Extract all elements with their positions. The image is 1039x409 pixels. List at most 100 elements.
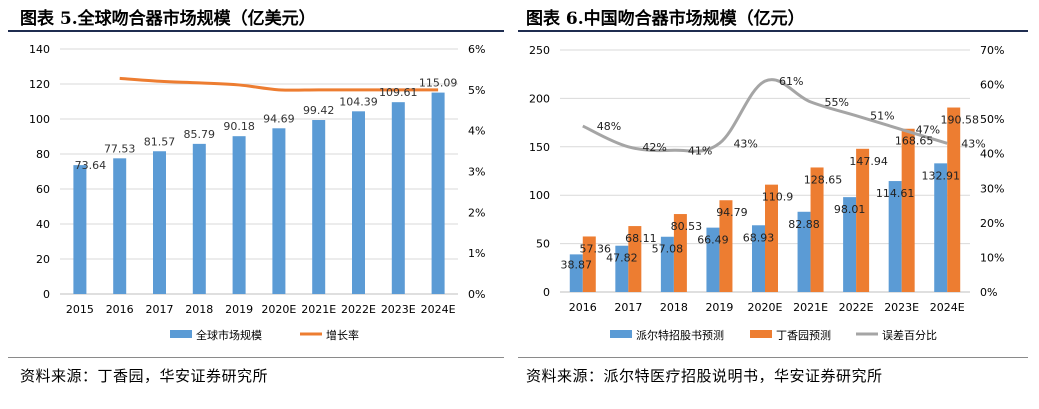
right-bar: [582, 236, 596, 292]
left-bar: [352, 111, 365, 294]
right-y-right-tick: 40%: [980, 148, 1004, 161]
right-source-note: 资料来源：派尔特医疗招股说明书，华安证券研究所: [526, 367, 883, 385]
right-bar2-data-label: 190.58: [940, 114, 979, 127]
left-y-right-tick: 1%: [468, 247, 485, 260]
left-bar-data-label: 77.53: [104, 142, 136, 155]
left-x-tick: 2017: [146, 303, 174, 316]
right-bar1-data-label: 82.88: [788, 218, 820, 231]
left-bar: [431, 92, 445, 294]
right-bar2-data-label: 80.53: [671, 220, 703, 233]
right-bar: [765, 184, 778, 292]
right-line-data-label: 47%: [916, 124, 940, 137]
left-bar: [232, 136, 246, 294]
left-bar: [192, 143, 206, 294]
right-bar2-data-label: 68.11: [625, 232, 657, 245]
right-line-误差百分比: [582, 78, 948, 153]
right-y-right-tick: 10%: [980, 251, 1004, 264]
right-bar: [843, 197, 857, 292]
left-line-增长率: [119, 76, 439, 92]
right-y-right-tick: 50%: [980, 113, 1004, 126]
left-y-left-tick: 20: [36, 253, 50, 266]
left-x-tick: 2018: [185, 303, 213, 316]
right-source-rule: [518, 357, 1028, 358]
left-y-right-tick: 4%: [468, 125, 485, 138]
right-y-right-tick: 70%: [980, 44, 1004, 57]
right-bar: [673, 214, 687, 292]
left-bar-data-label: 85.79: [184, 128, 216, 141]
right-bar2-data-label: 57.36: [580, 242, 612, 255]
left-x-tick: 2021E: [301, 303, 336, 316]
right-bar1-data-label: 114.61: [876, 187, 915, 200]
left-x-tick: 2020E: [261, 303, 296, 316]
right-legend-label: 派尔特招股书预测: [636, 328, 724, 342]
right-x-tick: 2023E: [884, 301, 919, 314]
left-legend: 全球市场规模 增长率: [170, 328, 359, 342]
right-y-right-tick: 0%: [980, 286, 997, 299]
left-legend-label: 增长率: [326, 328, 359, 342]
right-line-data-label: 42%: [642, 141, 666, 154]
left-x-tick: 2015: [66, 303, 94, 316]
left-y-right-tick: 5%: [468, 84, 485, 97]
right-x-tick: 2017: [614, 301, 642, 314]
right-x-tick: 2016: [569, 301, 597, 314]
left-source-note: 资料来源：丁香园，华安证券研究所: [20, 367, 269, 385]
right-bar2-data-label: 94.79: [716, 206, 748, 219]
left-y-right-tick: 0%: [468, 288, 485, 301]
right-line-data-label: 43%: [733, 137, 757, 150]
right-x-tick: 2020E: [748, 301, 783, 314]
left-title-rule: [8, 30, 504, 32]
right-legend-label: 丁香园预测: [776, 329, 831, 342]
right-bar: [797, 211, 811, 292]
left-y-left-tick: 60: [36, 183, 50, 196]
right-bar1-data-label: 47.82: [606, 252, 638, 265]
right-bar: [947, 107, 961, 293]
right-x-tick: 2018: [660, 301, 688, 314]
right-bar1-data-label: 57.08: [652, 243, 684, 256]
left-x-tick: 2024E: [421, 303, 456, 316]
left-bar-data-label: 94.69: [263, 112, 295, 125]
right-bar: [810, 167, 824, 292]
right-x-tick: 2019: [705, 301, 733, 314]
right-bar: [569, 254, 583, 292]
right-legend-label: 误差百分比: [882, 328, 937, 342]
left-y-left-tick: 80: [36, 148, 50, 161]
left-legend-swatch-bar: [170, 330, 192, 338]
right-x-tick: 2022E: [839, 301, 874, 314]
right-line-data-label: 41%: [688, 144, 712, 157]
right-bar2-data-label: 110.9: [762, 191, 794, 204]
left-y-left-tick: 0: [43, 288, 50, 301]
left-x-tick: 2019: [225, 303, 253, 316]
left-bar-data-label: 109.61: [379, 86, 418, 99]
right-bar: [752, 225, 765, 292]
right-y-right-tick: 30%: [980, 182, 1004, 195]
left-y-left-tick: 40: [36, 218, 50, 231]
right-y-left-tick: 50: [536, 238, 550, 251]
right-line-data-label: 55%: [825, 96, 849, 109]
right-line-data-label: 61%: [779, 75, 803, 88]
left-source-rule: [8, 357, 504, 358]
left-bar-data-label: 81.57: [144, 135, 176, 148]
left-y-right-tick: 3%: [468, 166, 485, 179]
right-y-right-tick: 20%: [980, 217, 1004, 230]
right-bar1-data-label: 98.01: [834, 203, 866, 216]
right-legend: 派尔特招股书预测 丁香园预测 误差百分比: [610, 328, 937, 342]
right-y-left-tick: 250: [529, 44, 550, 57]
right-line-data-label: 48%: [597, 120, 621, 133]
right-legend-swatch-bar1: [610, 330, 632, 338]
left-y-left-tick: 100: [29, 113, 50, 126]
left-bar: [312, 120, 326, 294]
right-bar1-data-label: 132.91: [921, 169, 960, 182]
right-bar2-data-label: 128.65: [804, 173, 843, 186]
left-bar-data-label: 115.09: [419, 77, 458, 90]
right-bar: [706, 227, 720, 292]
left-bar: [153, 151, 166, 294]
right-bar1-data-label: 68.93: [743, 231, 775, 244]
left-bar-data-label: 99.42: [303, 104, 335, 117]
left-y-left-tick: 140: [29, 43, 50, 56]
left-legend-label: 全球市场规模: [196, 328, 262, 342]
right-y-right-tick: 60%: [980, 79, 1004, 92]
left-bar: [272, 128, 286, 294]
right-line-data-label: 43%: [961, 137, 985, 150]
right-bar: [934, 163, 948, 292]
